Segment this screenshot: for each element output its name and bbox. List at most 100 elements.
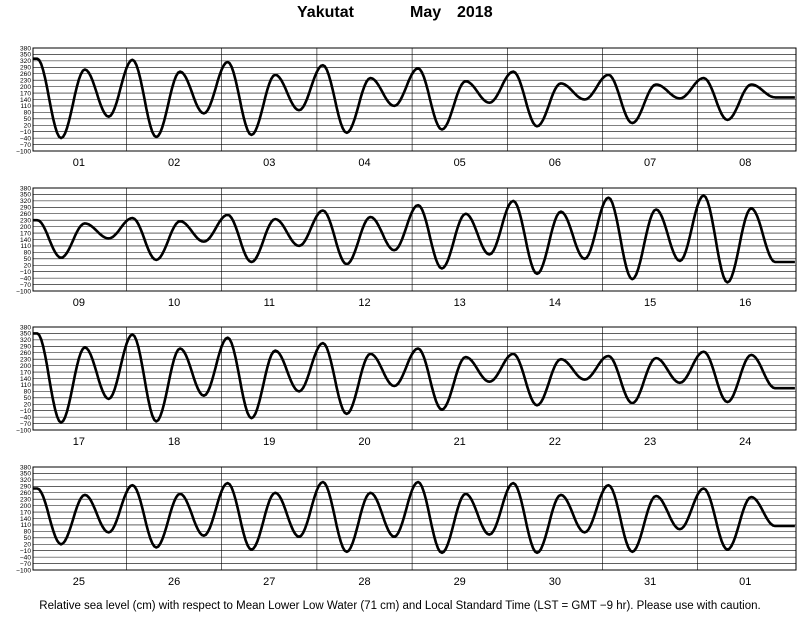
day-label: 21 — [454, 436, 466, 448]
y-tick-label: −40 — [20, 554, 32, 561]
day-label: 27 — [263, 576, 275, 588]
day-label: 11 — [264, 297, 275, 309]
y-tick-label: 140 — [20, 237, 31, 244]
day-label: 02 — [168, 157, 180, 169]
y-tick-label: −10 — [20, 269, 32, 276]
day-label: 05 — [454, 157, 466, 169]
y-tick-label: 350 — [20, 471, 31, 478]
day-label: 01 — [739, 576, 751, 588]
panel-frame — [32, 466, 797, 571]
y-tick-label: 260 — [20, 350, 31, 357]
y-tick-label: 230 — [20, 77, 31, 84]
y-tick-label: 380 — [20, 324, 31, 331]
y-tick-label: −70 — [20, 561, 32, 568]
y-tick-label: 50 — [24, 116, 32, 123]
y-tick-label: −70 — [20, 421, 32, 428]
footnote: Relative sea level (cm) with respect to … — [39, 600, 761, 612]
y-tick-label: 80 — [24, 110, 32, 117]
y-tick-label: 170 — [20, 230, 31, 237]
day-label: 30 — [549, 576, 561, 588]
y-tick-label: 140 — [20, 376, 31, 383]
y-tick-label: 200 — [20, 224, 31, 231]
y-tick-label: 350 — [20, 331, 31, 338]
day-label: 15 — [644, 297, 656, 309]
y-tick-label: −10 — [20, 408, 32, 415]
y-tick-label: 290 — [20, 65, 31, 72]
y-tick-label: 290 — [20, 344, 31, 351]
day-label: 31 — [644, 576, 656, 588]
y-tick-label: 80 — [24, 389, 32, 396]
y-tick-label: 320 — [20, 337, 31, 344]
y-tick-label: −10 — [20, 548, 32, 555]
y-tick-label: −40 — [20, 275, 32, 282]
y-tick-label: 200 — [20, 363, 31, 370]
day-label: 28 — [358, 576, 370, 588]
day-label: 13 — [454, 297, 466, 309]
panel-frame — [32, 187, 797, 292]
y-tick-label: 170 — [20, 509, 31, 516]
y-tick-label: −70 — [20, 142, 32, 149]
day-label: 12 — [358, 297, 370, 309]
y-tick-label: 50 — [24, 395, 32, 402]
y-tick-label: 110 — [20, 103, 31, 110]
day-label: 22 — [549, 436, 561, 448]
station-name: Yakutat — [297, 4, 354, 21]
y-tick-label: 20 — [24, 402, 32, 409]
y-tick-label: 230 — [20, 356, 31, 363]
y-tick-label: −70 — [20, 282, 32, 289]
day-label: 16 — [739, 297, 751, 309]
y-tick-label: 110 — [20, 382, 31, 389]
tide-curve — [33, 57, 795, 140]
y-tick-label: 320 — [20, 477, 31, 484]
y-tick-label: 380 — [20, 464, 31, 471]
day-label: 08 — [739, 157, 751, 169]
y-tick-label: 80 — [24, 250, 32, 257]
y-tick-label: 20 — [24, 542, 32, 549]
y-tick-label: 140 — [20, 516, 31, 523]
day-label: 26 — [168, 576, 180, 588]
y-tick-label: 260 — [20, 211, 31, 218]
y-tick-label: 320 — [20, 198, 31, 205]
chart-title: Yakutat May 2018 — [0, 4, 800, 26]
day-label: 18 — [168, 436, 180, 448]
y-tick-label: 380 — [20, 45, 31, 52]
y-tick-label: 110 — [20, 243, 31, 250]
day-label: 10 — [168, 297, 180, 309]
y-tick-label: 260 — [20, 71, 31, 78]
day-label: 20 — [358, 436, 370, 448]
panel-frame — [32, 326, 797, 431]
day-label: 29 — [454, 576, 466, 588]
y-tick-label: 230 — [20, 496, 31, 503]
y-tick-label: 110 — [20, 522, 31, 529]
day-label: 07 — [644, 157, 656, 169]
y-tick-label: 170 — [20, 369, 31, 376]
y-tick-label: 290 — [20, 205, 31, 212]
y-tick-label: 230 — [20, 217, 31, 224]
day-label: 04 — [358, 157, 370, 169]
day-label: 17 — [73, 436, 85, 448]
day-label: 25 — [73, 576, 85, 588]
day-label: 06 — [549, 157, 561, 169]
y-tick-label: 20 — [24, 123, 32, 130]
y-tick-label: −40 — [20, 135, 32, 142]
y-tick-label: 380 — [20, 185, 31, 192]
title-year: 2018 — [457, 4, 493, 21]
y-tick-label: 260 — [20, 490, 31, 497]
tide-curve — [33, 480, 795, 555]
y-tick-label: 140 — [20, 97, 31, 104]
y-tick-label: 290 — [20, 484, 31, 491]
y-tick-label: 350 — [20, 192, 31, 199]
day-label: 01 — [73, 157, 85, 169]
y-tick-label: 200 — [20, 503, 31, 510]
y-tick-label: −100 — [16, 288, 31, 295]
y-tick-label: −100 — [16, 148, 31, 155]
y-tick-label: 50 — [24, 256, 32, 263]
day-label: 09 — [73, 297, 85, 309]
day-label: 19 — [263, 436, 275, 448]
tide-curve — [33, 194, 795, 284]
y-tick-label: 320 — [20, 58, 31, 65]
y-tick-label: −100 — [16, 427, 31, 434]
y-tick-label: −100 — [16, 567, 31, 574]
y-tick-label: 170 — [20, 90, 31, 97]
